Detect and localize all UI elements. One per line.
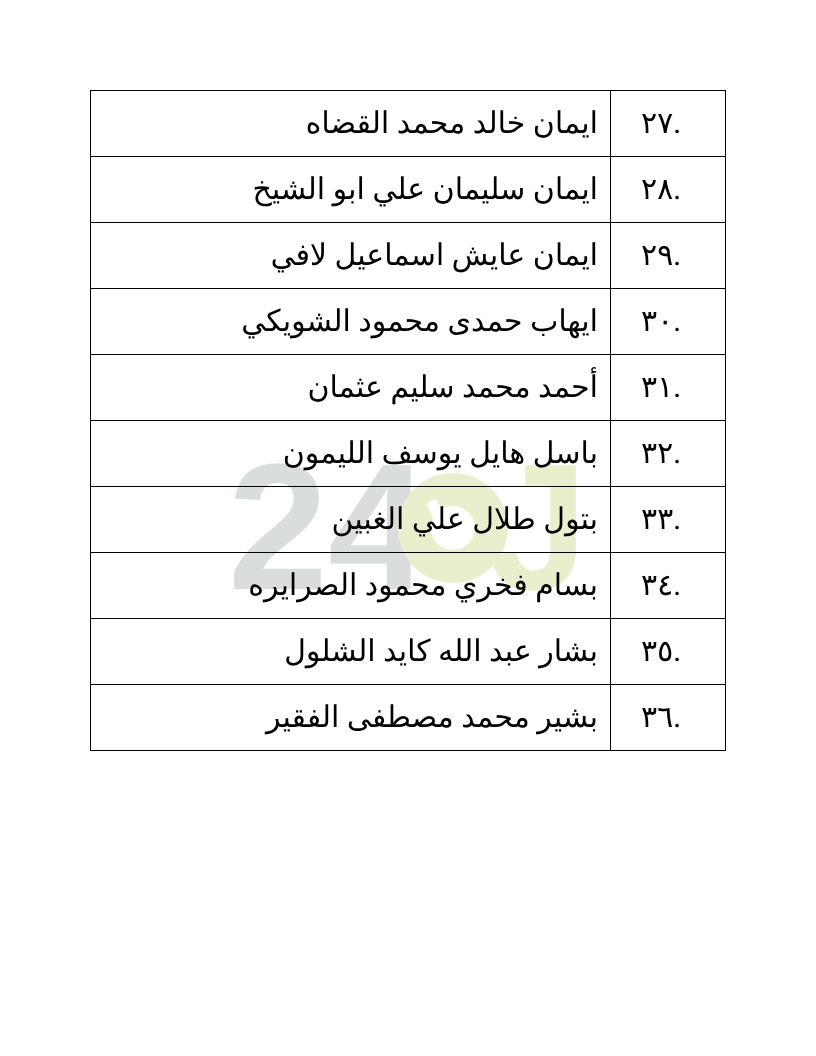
table-row: .٣١ أحمد محمد سليم عثمان — [91, 355, 726, 421]
table-row: .٢٩ ايمان عايش اسماعيل لافي — [91, 223, 726, 289]
row-number: .٢٨ — [611, 157, 726, 223]
row-number: .٣١ — [611, 355, 726, 421]
table-row: .٣٣ بتول طلال علي الغبين — [91, 487, 726, 553]
row-number: .٣٣ — [611, 487, 726, 553]
row-number: .٢٩ — [611, 223, 726, 289]
row-name: ايمان خالد محمد القضاه — [91, 91, 611, 157]
row-name: ايمان سليمان علي ابو الشيخ — [91, 157, 611, 223]
table-row: .٣٥ بشار عبد الله كايد الشلول — [91, 619, 726, 685]
row-name: بتول طلال علي الغبين — [91, 487, 611, 553]
row-number: .٣٥ — [611, 619, 726, 685]
row-number: .٣٠ — [611, 289, 726, 355]
table-row: .٢٧ ايمان خالد محمد القضاه — [91, 91, 726, 157]
row-number: .٢٧ — [611, 91, 726, 157]
table-row: .٣٦ بشير محمد مصطفى الفقير — [91, 685, 726, 751]
row-name: ايمان عايش اسماعيل لافي — [91, 223, 611, 289]
row-number: .٣٦ — [611, 685, 726, 751]
row-name: أحمد محمد سليم عثمان — [91, 355, 611, 421]
table-row: .٢٨ ايمان سليمان علي ابو الشيخ — [91, 157, 726, 223]
row-name: ايهاب حمدى محمود الشويكي — [91, 289, 611, 355]
table-row: .٣٠ ايهاب حمدى محمود الشويكي — [91, 289, 726, 355]
row-name: بشير محمد مصطفى الفقير — [91, 685, 611, 751]
table-row: .٣٤ بسام فخري محمود الصرايره — [91, 553, 726, 619]
row-name: بسام فخري محمود الصرايره — [91, 553, 611, 619]
row-name: بشار عبد الله كايد الشلول — [91, 619, 611, 685]
row-number: .٣٤ — [611, 553, 726, 619]
row-name: باسل هايل يوسف الليمون — [91, 421, 611, 487]
table-row: .٣٢ باسل هايل يوسف الليمون — [91, 421, 726, 487]
row-number: .٣٢ — [611, 421, 726, 487]
names-table: .٢٧ ايمان خالد محمد القضاه .٢٨ ايمان سلي… — [90, 90, 726, 751]
